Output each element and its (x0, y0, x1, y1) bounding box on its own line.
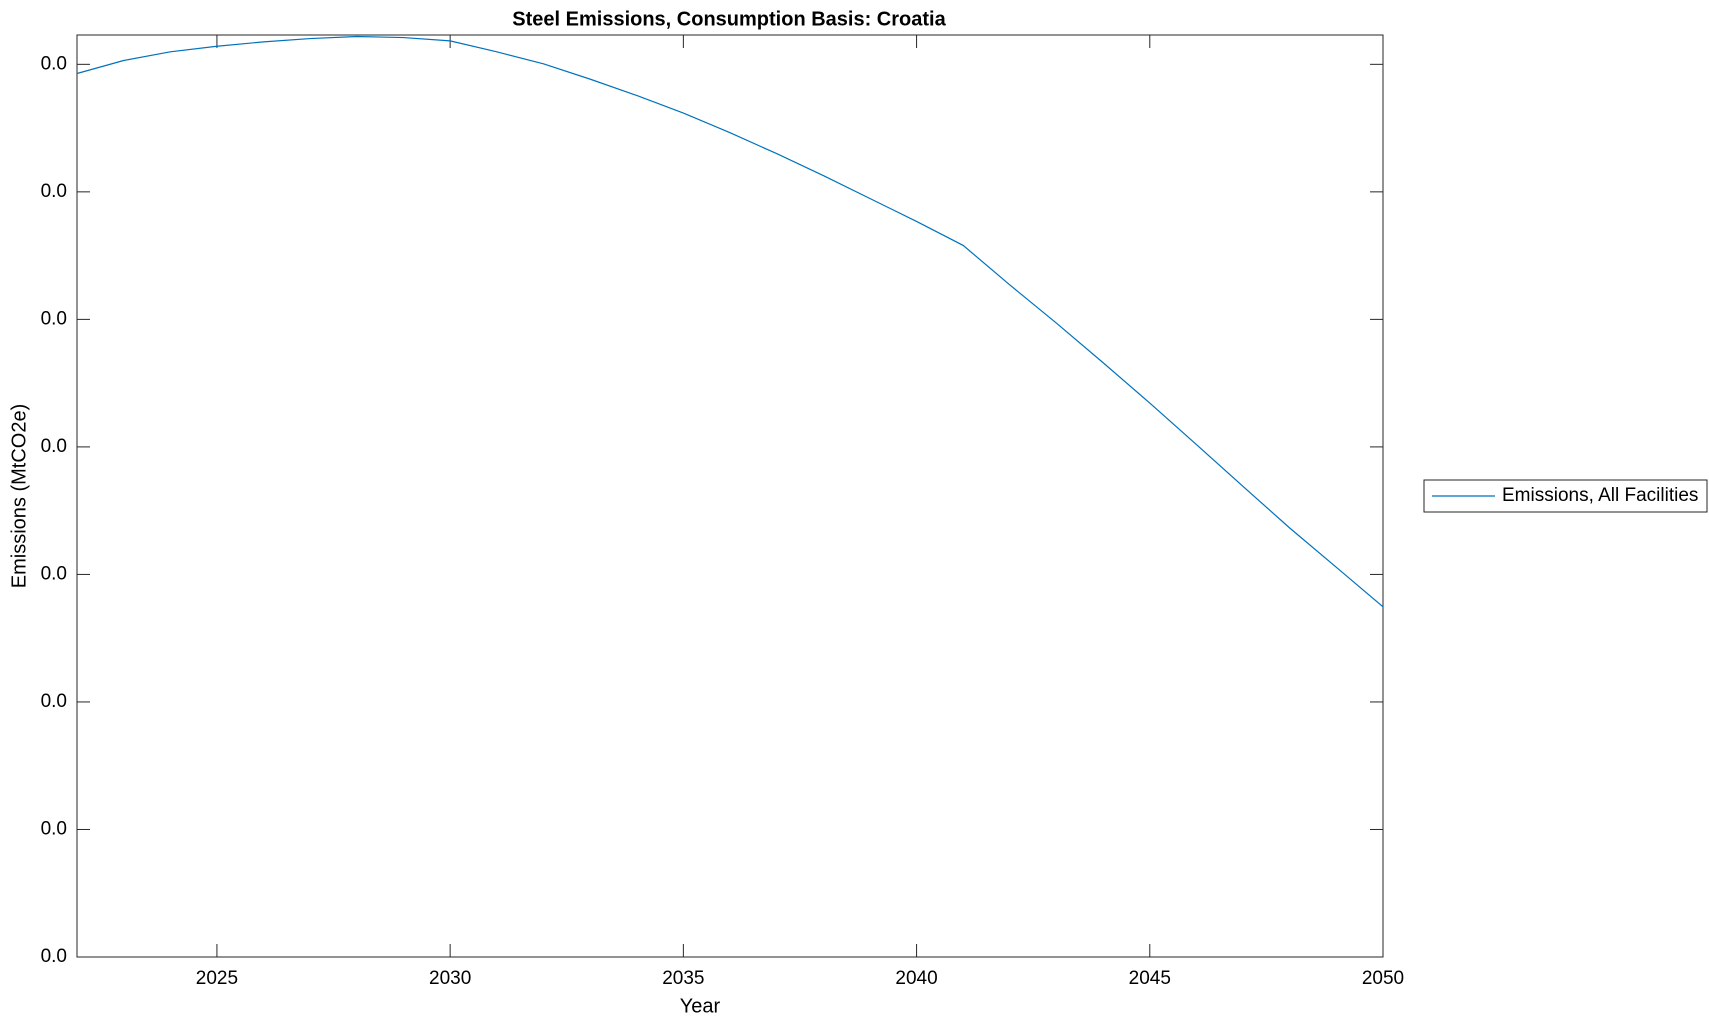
line-series (76, 35, 1384, 608)
x-tick-label: 2025 (196, 968, 238, 989)
y-axis-label: Emissions (MtCO2e) (8, 404, 30, 588)
legend-label: Emissions, All Facilities (1502, 485, 1698, 506)
y-tick-label: 0.0 (41, 691, 67, 712)
x-tick-label: 2035 (662, 968, 704, 989)
y-tick-label: 0.0 (41, 436, 67, 457)
x-tick-label: 2045 (1129, 968, 1171, 989)
y-tick-label: 0.0 (41, 181, 67, 202)
y-tick-label: 0.0 (41, 308, 67, 329)
x-tick-label: 2040 (895, 968, 937, 989)
chart-title: Steel Emissions, Consumption Basis: Croa… (512, 8, 946, 30)
plot-frame (76, 34, 1384, 958)
y-tick-label: 0.0 (41, 53, 67, 74)
x-tick-label: 2050 (1362, 968, 1404, 989)
y-tick-label: 0.0 (41, 818, 67, 839)
x-axis-label: Year (680, 995, 721, 1017)
y-tick-label: 0.0 (41, 946, 67, 967)
x-tick-label: 2030 (429, 968, 471, 989)
y-tick-label: 0.0 (41, 563, 67, 584)
